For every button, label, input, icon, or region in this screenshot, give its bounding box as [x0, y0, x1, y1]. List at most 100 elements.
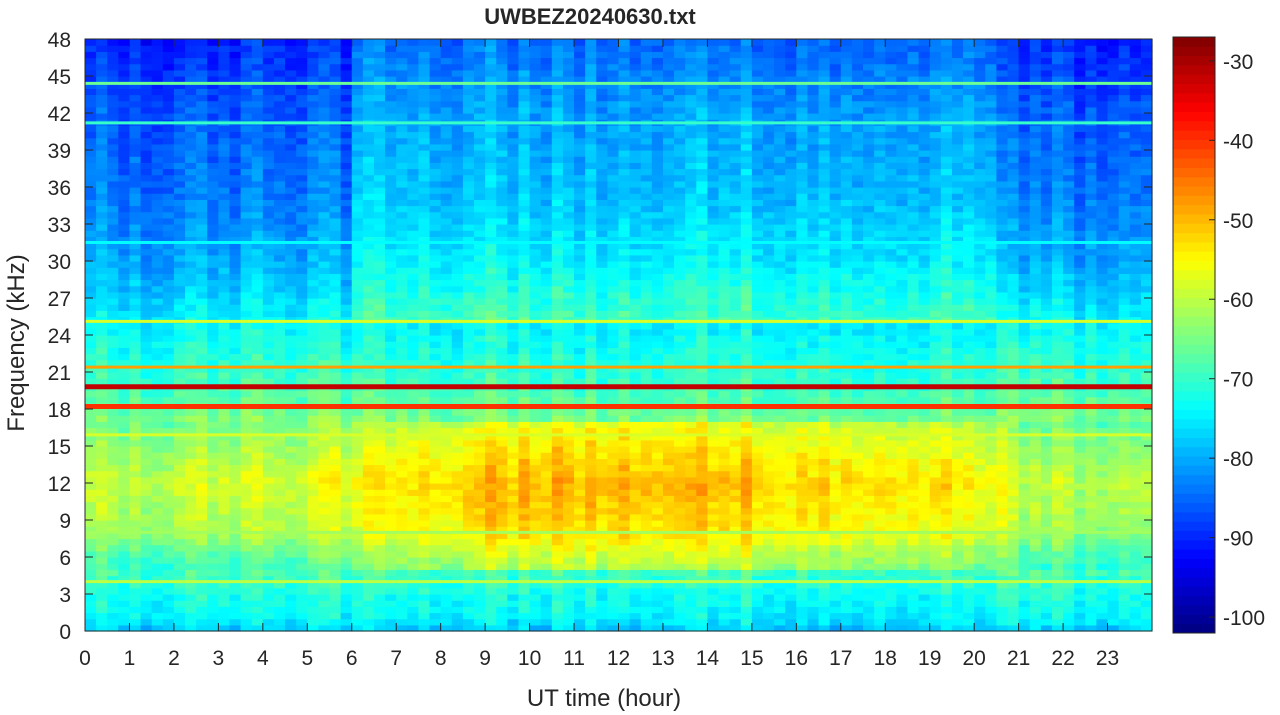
spectrogram-cell — [440, 550, 453, 558]
spectrogram-cell — [385, 427, 397, 435]
spectrogram-cell — [296, 162, 308, 170]
spectrogram-cell — [107, 470, 119, 478]
spectrogram-cell — [85, 396, 97, 404]
spectrogram-cell — [362, 526, 375, 533]
spectrogram-cell — [296, 168, 308, 176]
spectrogram-cell — [540, 452, 553, 459]
spectrogram-cell — [607, 199, 620, 207]
spectrogram-cell — [362, 606, 375, 614]
spectrogram-cell — [296, 143, 308, 151]
spectrogram-cell — [562, 507, 575, 515]
spectrogram-cell — [240, 125, 253, 133]
spectrogram-cell — [596, 557, 608, 564]
spectrogram-cell — [407, 495, 420, 503]
spectrogram-cell — [218, 594, 231, 601]
spectrogram-cell — [429, 279, 442, 287]
spectrogram-cell — [107, 187, 119, 194]
spectrogram-cell — [140, 248, 153, 256]
spectrogram-cell — [207, 464, 219, 472]
spectrogram-cell — [185, 57, 197, 65]
spectrogram-cell — [129, 341, 142, 348]
spectrogram-cell — [407, 489, 420, 496]
spectrogram-cell — [418, 563, 431, 570]
spectrogram-cell — [173, 557, 186, 564]
spectrogram-cell — [440, 532, 453, 540]
spectrogram-cell — [307, 267, 319, 274]
spectrogram-cell — [251, 230, 264, 237]
spectrogram-cell — [407, 581, 420, 589]
spectrogram-cell — [85, 532, 97, 540]
spectrogram-cell — [429, 396, 442, 404]
spectrogram-cell — [229, 180, 242, 188]
spectrogram-cell — [196, 224, 208, 231]
spectrogram-cell — [629, 45, 642, 52]
spectrogram-cell — [329, 513, 342, 521]
spectrogram-cell — [229, 113, 242, 120]
spectrogram-cell — [273, 211, 286, 219]
spectrogram-cell — [373, 39, 386, 46]
spectrogram-cell — [429, 483, 442, 490]
spectrogram-cell — [474, 439, 486, 447]
spectrogram-cell — [240, 150, 253, 157]
spectrogram-cell — [485, 347, 497, 355]
spectrogram-cell — [529, 624, 542, 632]
spectrogram-cell — [607, 489, 620, 496]
spectrogram-cell — [140, 69, 153, 77]
spectrogram-cell — [85, 131, 97, 139]
spectrogram-cell — [518, 483, 531, 490]
spectrogram-cell — [307, 341, 319, 348]
spectrogram-cell — [507, 446, 520, 453]
spectrogram-cell — [151, 532, 164, 540]
spectrogram-cell — [329, 409, 342, 416]
spectrogram-cell — [607, 575, 620, 583]
spectrogram-cell — [185, 335, 197, 342]
spectrogram-cell — [474, 248, 486, 256]
spectrogram-cell — [540, 328, 553, 336]
spectrogram-cell — [551, 94, 564, 102]
spectrogram-cell — [396, 581, 408, 589]
spectrogram-cell — [629, 310, 642, 318]
spectrogram-cell — [173, 476, 186, 484]
spectrogram-cell — [218, 427, 231, 435]
spectrogram-cell — [529, 63, 542, 71]
spectrogram-cell — [607, 353, 620, 361]
spectrogram-cell — [340, 624, 353, 632]
spectrogram-cell — [585, 106, 597, 114]
spectrogram-cell — [596, 199, 608, 207]
spectrogram-cell — [273, 606, 286, 614]
spectrogram-cell — [529, 365, 542, 373]
spectrogram-cell — [396, 316, 408, 324]
spectrogram-cell — [429, 464, 442, 472]
spectrogram-cell — [607, 359, 620, 367]
spectrogram-cell — [518, 76, 531, 83]
spectrogram-cell — [296, 415, 308, 422]
spectrogram-cell — [474, 304, 486, 311]
spectrogram-cell — [462, 372, 475, 379]
spectrogram-cell — [440, 143, 453, 151]
spectrogram-cell — [285, 254, 297, 262]
spectrogram-cell — [107, 390, 119, 398]
spectrogram-cell — [340, 470, 353, 478]
spectrogram-cell — [451, 550, 464, 558]
spectrogram-cell — [651, 100, 664, 108]
spectrogram-cell — [574, 612, 586, 620]
spectrogram-cell — [173, 125, 186, 133]
spectrogram-cell — [574, 69, 586, 77]
spectrogram-cell — [240, 291, 253, 299]
spectrogram-cell — [462, 359, 475, 367]
spectrogram-cell — [651, 69, 664, 77]
spectrogram-cell — [240, 168, 253, 176]
spectrogram-cell — [351, 470, 364, 478]
spectrogram-cell — [329, 335, 342, 342]
spectrogram-cell — [385, 501, 397, 509]
spectrogram-cell — [396, 242, 408, 250]
spectrogram-cell — [96, 372, 108, 379]
spectrogram-cell — [418, 612, 431, 620]
spectrogram-cell — [462, 612, 475, 620]
spectrogram-cell — [518, 131, 531, 139]
spectrogram-cell — [574, 569, 586, 577]
spectrogram-cell — [85, 365, 97, 373]
spectrogram-cell — [540, 248, 553, 256]
spectrogram-cell — [351, 248, 364, 256]
spectrogram-cell — [185, 341, 197, 348]
